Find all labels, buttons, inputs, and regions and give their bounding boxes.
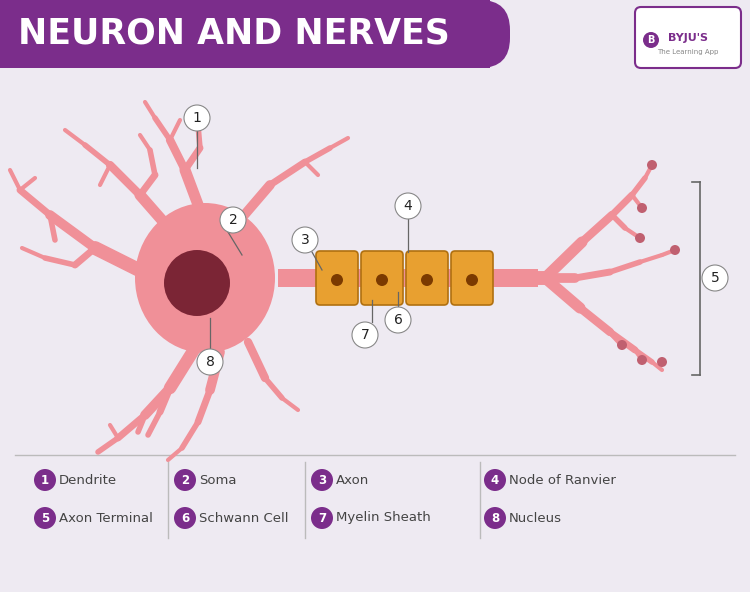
Text: Node of Ranvier: Node of Ranvier [509, 474, 616, 487]
Ellipse shape [34, 507, 56, 529]
FancyBboxPatch shape [316, 251, 358, 305]
Ellipse shape [135, 203, 275, 353]
Circle shape [637, 203, 647, 213]
Text: 2: 2 [229, 213, 237, 227]
FancyBboxPatch shape [635, 7, 741, 68]
Text: Schwann Cell: Schwann Cell [199, 511, 289, 525]
Circle shape [352, 322, 378, 348]
Ellipse shape [34, 469, 56, 491]
Circle shape [702, 265, 728, 291]
Bar [0, 0, 490, 68]
Circle shape [184, 105, 210, 131]
Text: 3: 3 [301, 233, 309, 247]
Circle shape [220, 207, 246, 233]
Text: 6: 6 [394, 313, 403, 327]
FancyBboxPatch shape [0, 0, 510, 68]
Ellipse shape [311, 507, 333, 529]
Ellipse shape [174, 507, 196, 529]
Text: 1: 1 [41, 474, 49, 487]
Ellipse shape [174, 469, 196, 491]
Bar [446, 271, 453, 285]
Text: 7: 7 [361, 328, 369, 342]
Text: Nucleus: Nucleus [509, 511, 562, 525]
Text: 5: 5 [711, 271, 719, 285]
Circle shape [637, 355, 647, 365]
Text: Soma: Soma [199, 474, 236, 487]
Text: Axon Terminal: Axon Terminal [59, 511, 153, 525]
Text: 8: 8 [206, 355, 214, 369]
Bar [401, 271, 408, 285]
Text: 2: 2 [181, 474, 189, 487]
Text: Axon: Axon [336, 474, 369, 487]
Circle shape [647, 160, 657, 170]
Circle shape [385, 307, 411, 333]
Ellipse shape [311, 469, 333, 491]
Text: 7: 7 [318, 511, 326, 525]
Ellipse shape [484, 507, 506, 529]
Text: BYJU'S: BYJU'S [668, 33, 708, 43]
Circle shape [466, 274, 478, 286]
Bar [356, 271, 363, 285]
Text: The Learning App: The Learning App [657, 49, 718, 55]
Circle shape [395, 193, 421, 219]
Text: Myelin Sheath: Myelin Sheath [336, 511, 430, 525]
FancyBboxPatch shape [451, 251, 493, 305]
Text: 4: 4 [490, 474, 500, 487]
FancyBboxPatch shape [406, 251, 448, 305]
Text: B: B [647, 35, 655, 45]
Text: 3: 3 [318, 474, 326, 487]
Text: 5: 5 [40, 511, 50, 525]
Circle shape [421, 274, 433, 286]
Bar [278, 269, 538, 287]
Circle shape [331, 274, 343, 286]
Circle shape [292, 227, 318, 253]
Circle shape [643, 32, 659, 48]
Text: Dendrite: Dendrite [59, 474, 117, 487]
FancyBboxPatch shape [361, 251, 403, 305]
Circle shape [376, 274, 388, 286]
Circle shape [617, 340, 627, 350]
Text: 4: 4 [404, 199, 412, 213]
Circle shape [657, 357, 667, 367]
Circle shape [197, 349, 223, 375]
Circle shape [670, 245, 680, 255]
Text: 8: 8 [490, 511, 500, 525]
Text: NEURON AND NERVES: NEURON AND NERVES [18, 17, 450, 51]
Circle shape [635, 233, 645, 243]
Ellipse shape [484, 469, 506, 491]
Circle shape [164, 250, 230, 316]
Text: 1: 1 [193, 111, 202, 125]
Text: 6: 6 [181, 511, 189, 525]
